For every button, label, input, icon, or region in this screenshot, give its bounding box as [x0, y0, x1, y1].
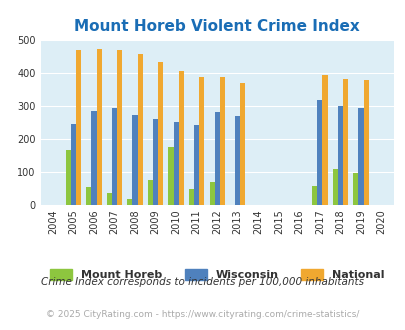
Text: © 2025 CityRating.com - https://www.cityrating.com/crime-statistics/: © 2025 CityRating.com - https://www.city…	[46, 310, 359, 319]
Bar	[358, 108, 362, 205]
Bar	[96, 49, 101, 205]
Bar	[127, 199, 132, 205]
Text: Crime Index corresponds to incidents per 100,000 inhabitants: Crime Index corresponds to incidents per…	[41, 278, 364, 287]
Bar	[147, 180, 153, 205]
Bar	[178, 71, 183, 205]
Bar	[322, 75, 327, 205]
Bar	[194, 125, 199, 205]
Bar	[337, 106, 342, 205]
Bar	[117, 50, 122, 205]
Bar	[199, 77, 204, 205]
Bar	[76, 50, 81, 205]
Bar	[132, 115, 137, 205]
Bar	[234, 115, 240, 205]
Legend: Mount Horeb, Wisconsin, National: Mount Horeb, Wisconsin, National	[45, 265, 388, 285]
Bar	[362, 80, 368, 205]
Bar	[153, 119, 158, 205]
Bar	[240, 83, 245, 205]
Bar	[112, 108, 117, 205]
Title: Mount Horeb Violent Crime Index: Mount Horeb Violent Crime Index	[74, 19, 359, 34]
Bar	[66, 150, 71, 205]
Bar	[107, 193, 112, 205]
Bar	[311, 186, 317, 205]
Bar	[352, 173, 358, 205]
Bar	[158, 62, 163, 205]
Bar	[214, 112, 219, 205]
Bar	[91, 111, 96, 205]
Bar	[219, 77, 224, 205]
Bar	[332, 169, 337, 205]
Bar	[342, 79, 347, 205]
Bar	[86, 187, 91, 205]
Bar	[188, 189, 194, 205]
Bar	[71, 124, 76, 205]
Bar	[168, 147, 173, 205]
Bar	[137, 54, 143, 205]
Bar	[209, 182, 214, 205]
Bar	[317, 100, 322, 205]
Bar	[173, 122, 178, 205]
